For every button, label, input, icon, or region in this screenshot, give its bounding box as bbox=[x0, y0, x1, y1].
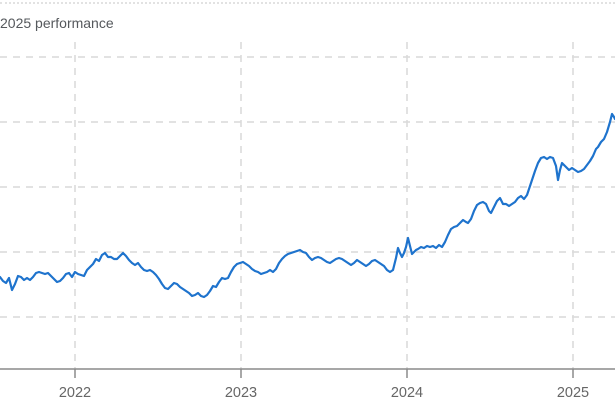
x-axis-tick-label: 2022 bbox=[59, 385, 91, 401]
x-axis-tick-label: 2024 bbox=[391, 385, 423, 401]
x-axis-tick-label: 2025 bbox=[557, 385, 589, 401]
chart-title: 2025 performance bbox=[0, 15, 114, 31]
x-axis-tick-label: 2023 bbox=[225, 385, 257, 401]
price-series-line bbox=[0, 112, 615, 299]
card-top-border bbox=[0, 2, 615, 4]
